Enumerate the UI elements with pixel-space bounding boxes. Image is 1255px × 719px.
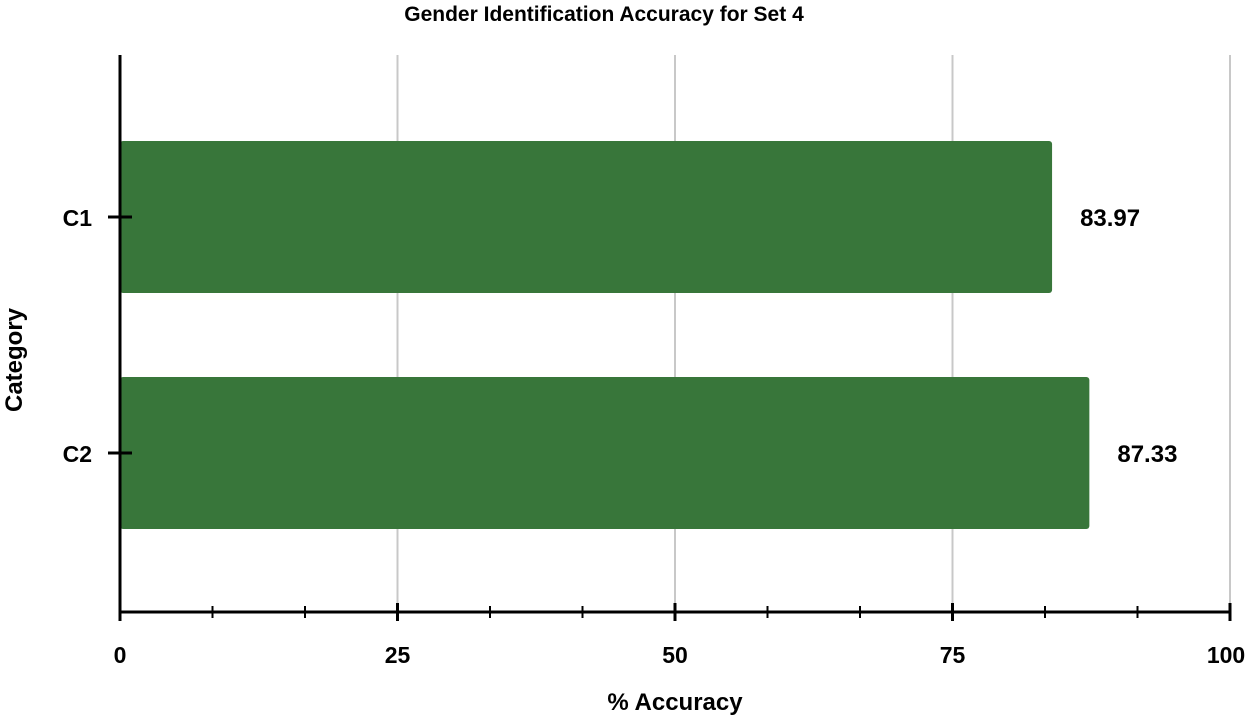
x-tick-label-25: 25 <box>385 642 411 668</box>
data-labels: 83.97 87.33 <box>1080 205 1177 468</box>
bars <box>120 141 1090 529</box>
bar-c1 <box>120 141 1053 293</box>
x-tick-label-50: 50 <box>662 642 688 668</box>
bar-c2 <box>120 377 1090 529</box>
tick-labels: 0 25 50 75 100 C1 C2 <box>63 205 1246 668</box>
y-tick-label-c2: C2 <box>63 441 92 467</box>
data-label-c1: 83.97 <box>1080 205 1140 232</box>
y-tick-label-c1: C1 <box>63 205 93 231</box>
x-tick-label-0: 0 <box>114 642 127 668</box>
axes <box>108 55 1232 621</box>
y-axis-label: Category <box>1 307 28 412</box>
chart-title: Gender Identification Accuracy for Set 4 <box>404 3 804 26</box>
x-axis-label: % Accuracy <box>607 689 743 716</box>
data-label-c2: 87.33 <box>1117 441 1177 468</box>
x-tick-label-100: 100 <box>1207 642 1245 668</box>
x-tick-label-75: 75 <box>940 642 966 668</box>
